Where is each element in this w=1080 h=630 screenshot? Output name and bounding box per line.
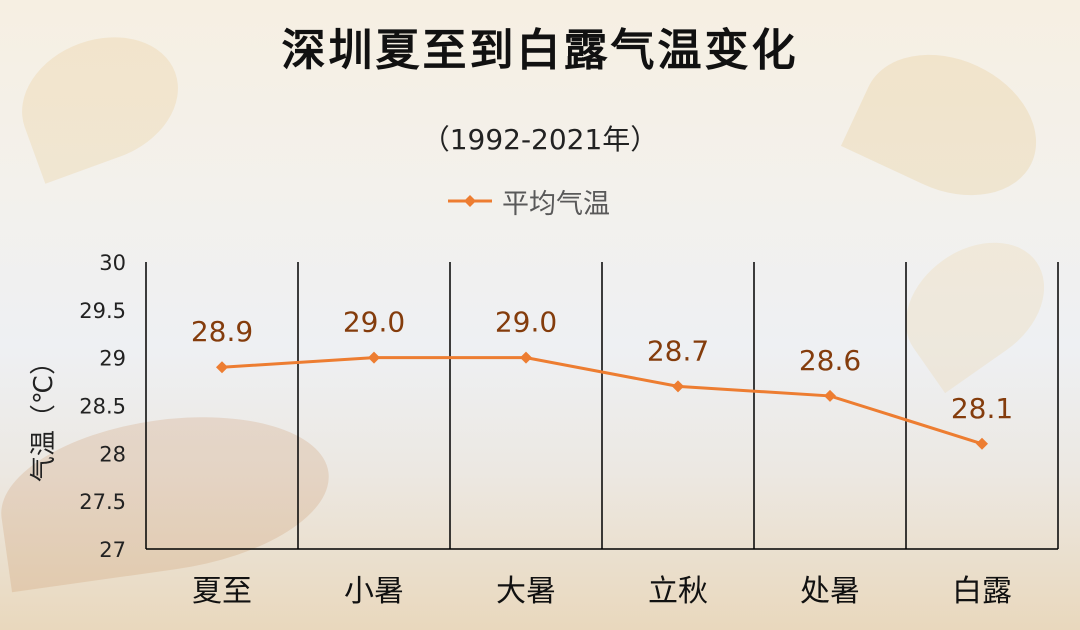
data-label: 29.0 <box>495 306 557 339</box>
data-label: 28.9 <box>191 315 253 348</box>
y-axis-label: 气温（℃） <box>29 349 59 482</box>
data-point-marker <box>976 437 988 450</box>
x-tick-label: 立秋 <box>648 574 708 609</box>
y-tick-label: 29 <box>99 347 126 371</box>
data-point-marker <box>216 361 228 374</box>
y-tick-label: 29.5 <box>79 299 126 323</box>
x-tick-label: 小暑 <box>344 574 404 609</box>
legend: 平均气温 <box>446 184 610 220</box>
data-point-marker <box>824 389 836 402</box>
x-tick-label: 大暑 <box>496 574 556 609</box>
data-point-marker <box>368 351 380 364</box>
y-tick-label: 27 <box>99 538 126 562</box>
x-tick-label: 白露 <box>952 574 1012 609</box>
chart-title: 深圳夏至到白露气温变化 <box>281 25 799 76</box>
data-point-marker <box>672 380 684 393</box>
x-tick-label: 处暑 <box>800 574 860 609</box>
y-tick-label: 28.5 <box>79 395 126 419</box>
data-label: 28.7 <box>647 334 709 367</box>
data-label: 29.0 <box>343 306 405 339</box>
y-tick-label: 27.5 <box>79 490 126 514</box>
data-label: 28.6 <box>799 344 861 377</box>
data-point-marker <box>520 351 532 364</box>
x-tick-label: 夏至 <box>192 574 252 609</box>
chart-subtitle: （1992-2021年） <box>421 123 659 156</box>
y-tick-label: 30 <box>99 251 126 275</box>
legend-label: 平均气温 <box>502 188 610 220</box>
y-tick-label: 28 <box>99 442 126 466</box>
data-label: 28.1 <box>951 392 1013 425</box>
legend-line-marker-icon <box>448 195 492 207</box>
series-line <box>221 356 983 446</box>
